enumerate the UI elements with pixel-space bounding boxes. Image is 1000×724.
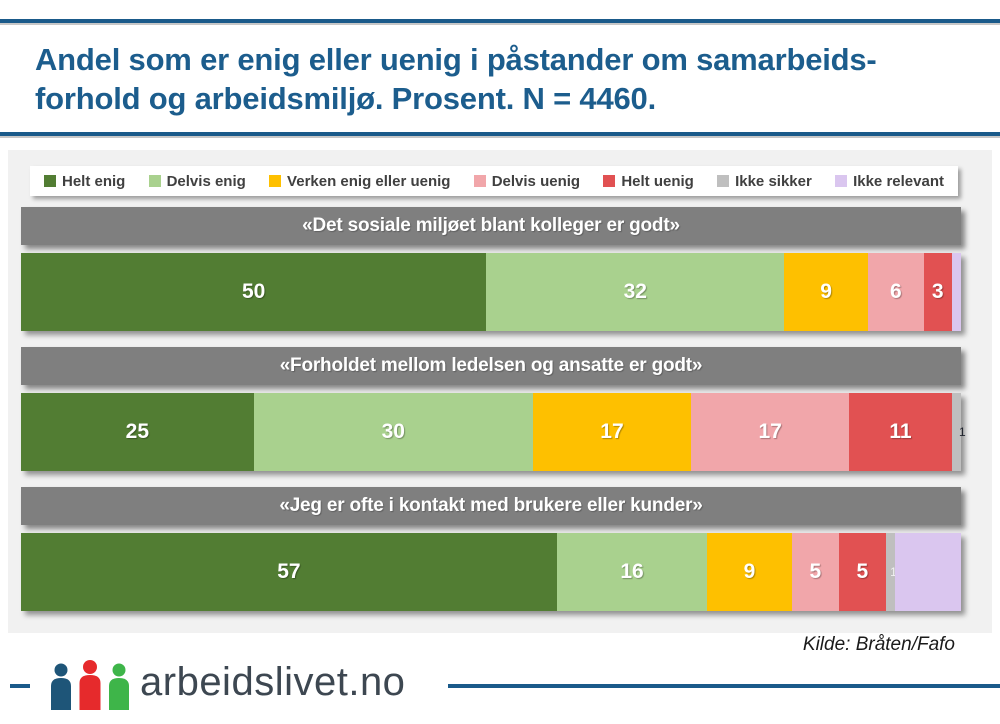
statement-group: «Jeg er ofte i kontakt med brukere eller… xyxy=(21,487,961,611)
bar-segment xyxy=(895,533,961,611)
segment-value-label: 9 xyxy=(820,280,832,303)
statement-header-label: «Forholdet mellom ledelsen og ansatte er… xyxy=(279,355,703,376)
legend-swatch xyxy=(835,175,848,187)
legend-swatch xyxy=(269,175,282,187)
legend-label: Helt enig xyxy=(62,172,126,190)
bar-segment: 6 xyxy=(867,253,924,331)
legend-swatch xyxy=(717,175,730,187)
statement-header-label: «Det sosiale miljøet blant kolleger er g… xyxy=(302,215,680,236)
legend-label: Ikke sikker xyxy=(735,172,812,190)
segment-value-label: 3 xyxy=(931,280,944,303)
chart-legend: Helt enig Delvis enig Verken enig eller ue… xyxy=(30,166,958,196)
statement-group: «Forholdet mellom ledelsen og ansatte er… xyxy=(21,347,966,471)
bar-segment: 32 xyxy=(486,253,785,331)
bar-segment: 1 xyxy=(951,393,966,471)
title-rule-top xyxy=(0,19,1000,23)
logo-text: arbeidslivet.no xyxy=(140,660,406,704)
segment-value-label: 5 xyxy=(809,560,822,583)
stacked-bar: 57 16 9 5 5 1 xyxy=(21,533,961,611)
page-title: Andel som er enig eller uenig i påstande… xyxy=(35,40,965,118)
bar-segment: 30 xyxy=(253,393,533,471)
legend-label: Helt uenig xyxy=(621,172,694,190)
legend-label: Verken enig eller uenig xyxy=(287,172,451,190)
segment-value-label: 11 xyxy=(889,420,912,443)
bar-segment: 11 xyxy=(849,393,952,471)
stacked-bar: 50 32 9 6 3 xyxy=(21,253,961,331)
legend-item: Verken enig eller uenig xyxy=(269,173,450,190)
segment-value-label: 17 xyxy=(600,420,624,443)
segment-value-label: 50 xyxy=(241,280,266,303)
legend-swatch xyxy=(603,175,616,187)
legend-swatch xyxy=(44,175,56,187)
segment-value-label: 1 xyxy=(958,425,966,439)
stacked-bar: 25 30 17 17 11 1 xyxy=(21,393,966,471)
segment-value-label: 32 xyxy=(623,280,647,303)
page-title-line1: Andel som er enig eller uenig i påstande… xyxy=(35,42,877,77)
legend-item: Helt enig xyxy=(44,173,125,190)
bar-segment: 17 xyxy=(691,393,850,471)
legend-item: Delvis uenig xyxy=(473,172,581,190)
segment-value-label: 6 xyxy=(889,280,902,303)
segment-value-label: 25 xyxy=(125,420,150,443)
bar-segment: 16 xyxy=(556,533,708,611)
logo-people-icon xyxy=(51,660,129,710)
bar-segment xyxy=(951,253,961,331)
statement-header: «Jeg er ofte i kontakt med brukere eller… xyxy=(21,487,961,525)
chart-area: Helt enig Delvis enig Verken enig eller ue… xyxy=(8,150,992,633)
footer-dash xyxy=(10,684,30,688)
segment-value-label: 57 xyxy=(277,560,301,583)
legend-item: Delvis enig xyxy=(148,172,246,190)
legend-swatch xyxy=(148,175,161,187)
page-title-line2: forhold og arbeidsmiljø. Prosent. N = 44… xyxy=(35,81,657,116)
bar-segment: 25 xyxy=(21,393,254,471)
person-icon-green xyxy=(109,663,129,710)
bar-segment: 1 xyxy=(885,533,897,611)
legend-label: Ikke relevant xyxy=(853,172,944,190)
person-icon-red xyxy=(79,660,101,710)
bar-segment: 9 xyxy=(784,253,868,331)
footer-rule xyxy=(448,684,1000,688)
bar-segment: 3 xyxy=(923,253,952,331)
bar-segment: 9 xyxy=(707,533,792,611)
segment-value-label: 17 xyxy=(758,420,782,443)
legend-swatch xyxy=(473,175,486,187)
bar-segment: 17 xyxy=(532,393,692,471)
person-icon-blue xyxy=(51,663,71,710)
bar-segment: 57 xyxy=(21,533,557,611)
title-rule-bottom xyxy=(0,132,1000,136)
segment-value-label: 16 xyxy=(620,560,644,583)
statement-header: «Det sosiale miljøet blant kolleger er g… xyxy=(21,207,961,245)
legend-label: Delvis enig xyxy=(166,172,246,190)
segment-value-label: 1 xyxy=(890,565,897,579)
bar-rows: «Det sosiale miljøet blant kolleger er g… xyxy=(21,207,966,627)
segment-value-label: 5 xyxy=(856,560,869,583)
segment-value-label: 30 xyxy=(381,420,405,443)
segment-value-label: 9 xyxy=(743,560,756,583)
bar-segment: 5 xyxy=(791,533,839,611)
bar-segment: 5 xyxy=(838,533,886,611)
statement-header-label: «Jeg er ofte i kontakt med brukere eller… xyxy=(279,495,703,516)
legend-item: Ikke relevant xyxy=(835,173,944,190)
statement-header: «Forholdet mellom ledelsen og ansatte er… xyxy=(21,347,961,385)
statement-group: «Det sosiale miljøet blant kolleger er g… xyxy=(21,207,961,331)
bar-segment: 50 xyxy=(21,253,487,331)
legend-item: Helt uenig xyxy=(603,173,694,190)
legend-item: Ikke sikker xyxy=(717,173,812,190)
legend-label: Delvis uenig xyxy=(491,172,581,190)
source-credit: Kilde: Bråten/Fafo xyxy=(802,634,955,655)
